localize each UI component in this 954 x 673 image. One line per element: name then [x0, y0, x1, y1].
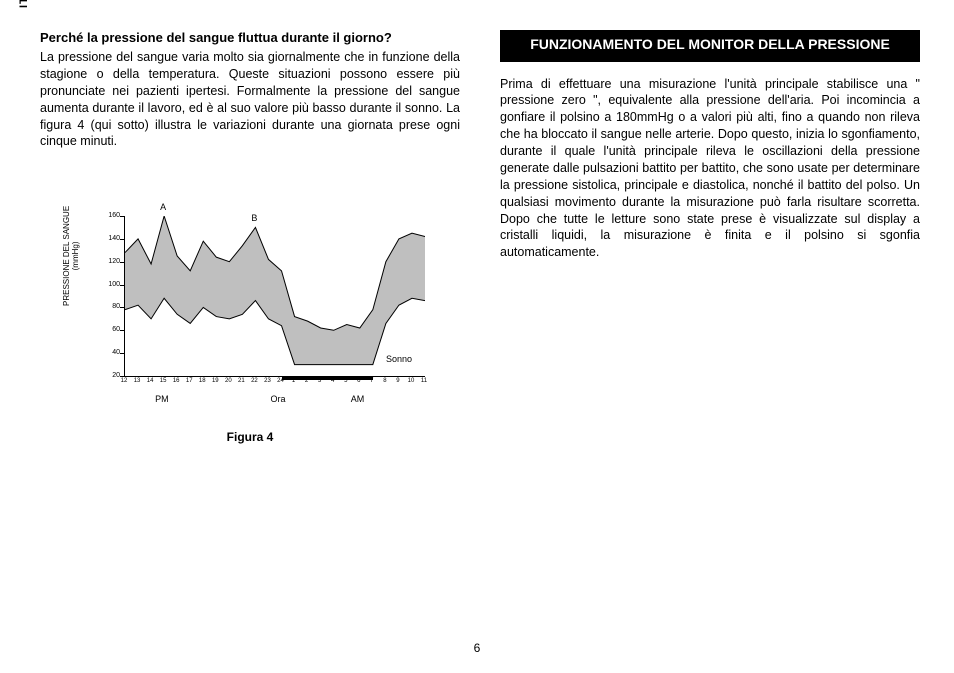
figure-caption: Figura 4	[40, 430, 460, 444]
x-tick-label: 12	[118, 378, 130, 384]
x-tick-label: 3	[314, 378, 326, 384]
page: IT Perché la pressione del sangue fluttu…	[0, 0, 954, 673]
x-tick-label: 6	[353, 378, 365, 384]
page-number: 6	[0, 641, 954, 655]
y-tick-mark	[120, 330, 124, 331]
y-tick-mark	[120, 239, 124, 240]
y-tick-mark	[120, 307, 124, 308]
x-label-am: AM	[351, 394, 365, 404]
x-tick-label: 5	[340, 378, 352, 384]
x-tick-label: 4	[327, 378, 339, 384]
annotation-b: B	[251, 213, 257, 223]
x-tick-label: 8	[379, 378, 391, 384]
y-tick-label: 160	[104, 212, 120, 219]
x-tick-label: 18	[196, 378, 208, 384]
x-label-pm: PM	[155, 394, 169, 404]
x-tick-label: 13	[131, 378, 143, 384]
y-tick-label: 140	[104, 235, 120, 242]
y-tick-mark	[120, 262, 124, 263]
section-header: FUNZIONAMENTO DEL MONITOR DELLA PRESSION…	[500, 30, 920, 62]
y-tick-mark	[120, 353, 124, 354]
x-tick-label: 11	[418, 378, 430, 384]
y-tick-label: 120	[104, 258, 120, 265]
x-tick-label: 24	[275, 378, 287, 384]
x-tick-label: 15	[157, 378, 169, 384]
right-paragraph: Prima di effettuare una misurazione l'un…	[500, 76, 920, 262]
chart-plot-area	[124, 216, 425, 377]
left-paragraph: La pressione del sangue varia molto sia …	[40, 49, 460, 150]
x-tick-label: 23	[261, 378, 273, 384]
y-tick-label: 40	[104, 349, 120, 356]
annotation-a: A	[160, 202, 166, 212]
y-tick-mark	[120, 376, 124, 377]
x-tick-label: 22	[248, 378, 260, 384]
left-column: Perché la pressione del sangue fluttua d…	[40, 30, 460, 150]
x-tick-label: 9	[392, 378, 404, 384]
x-tick-label: 19	[209, 378, 221, 384]
y-tick-label: 100	[104, 281, 120, 288]
y-tick-mark	[120, 216, 124, 217]
y-tick-mark	[120, 285, 124, 286]
right-column: FUNZIONAMENTO DEL MONITOR DELLA PRESSION…	[500, 30, 920, 261]
y-tick-label: 60	[104, 326, 120, 333]
chart-container: PRESSIONE DEL SANGUE (mmHg) 204060801001…	[70, 210, 450, 420]
figure-4: PRESSIONE DEL SANGUE (mmHg) 204060801001…	[40, 210, 460, 444]
x-tick-label: 1	[288, 378, 300, 384]
x-tick-label: 17	[183, 378, 195, 384]
x-tick-label: 14	[144, 378, 156, 384]
x-tick-label: 20	[222, 378, 234, 384]
chart-svg	[125, 216, 425, 376]
annotation-sonno: Sonno	[386, 354, 412, 364]
x-tick-label: 16	[170, 378, 182, 384]
x-label-ora: Ora	[271, 394, 286, 404]
x-tick-label: 21	[235, 378, 247, 384]
y-tick-label: 80	[104, 303, 120, 310]
language-tag: IT	[18, 0, 30, 8]
question-heading: Perché la pressione del sangue fluttua d…	[40, 30, 460, 45]
x-tick-label: 2	[301, 378, 313, 384]
y-axis-label: PRESSIONE DEL SANGUE (mmHg)	[62, 206, 80, 306]
x-tick-label: 7	[366, 378, 378, 384]
x-tick-label: 10	[405, 378, 417, 384]
